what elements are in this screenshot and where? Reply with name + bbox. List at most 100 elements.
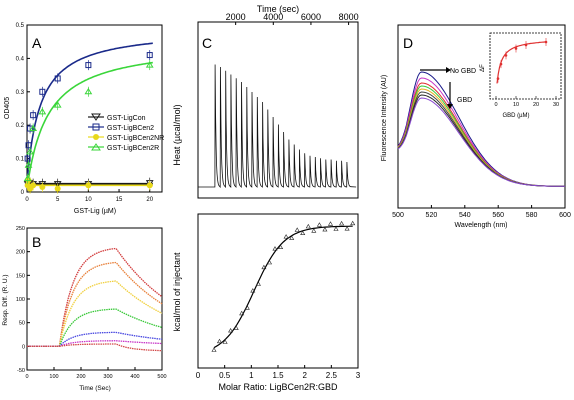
- y-tick-label: 0.2: [16, 123, 25, 129]
- panel-b-ylabel: Resp. Diff. (R. U.): [2, 274, 9, 325]
- spectrum-curve: [397, 94, 565, 187]
- sensorgram-curve: [27, 247, 163, 347]
- binding-point: [316, 222, 322, 227]
- sensorgram-curve: [27, 343, 162, 352]
- x-tick-label: 0: [25, 197, 29, 203]
- data-point: [24, 161, 33, 168]
- data-point: [54, 185, 61, 192]
- inset-curve: [496, 41, 548, 84]
- panel-b-y-ticks: -50 0 50 100 150 200 250: [16, 226, 30, 374]
- legend-marker-ligcon: [91, 113, 101, 121]
- legend-label-ligbcen2: GST-LigBCen2: [107, 125, 154, 132]
- data-point: [39, 88, 46, 95]
- binding-point: [333, 226, 339, 231]
- legend-label-ligbcen2r: GST-LigBCen2R: [107, 145, 159, 152]
- sensorgram-curve: [27, 261, 163, 347]
- panel-a: A 0 0.1 0.2 0.3 0.4 0.5 0 5 10 15 20 OD405 GST-Li…: [4, 23, 164, 215]
- inset-point: [504, 54, 508, 57]
- y-tick-label: 150: [16, 273, 25, 279]
- panel-b-frame: [26, 227, 163, 371]
- binding-point: [350, 220, 356, 226]
- inset-point: [496, 77, 500, 80]
- panel-d-spectra: [397, 71, 565, 187]
- panel-c-bottom-frame: [197, 213, 359, 369]
- sensorgram-curve: [27, 331, 163, 347]
- panel-a-points: [23, 50, 154, 194]
- annotation-no-gbd: No GBD: [450, 68, 476, 75]
- annotation-gbd: GBD: [457, 97, 472, 104]
- sensorgram-curve: [27, 308, 163, 347]
- y-tick-label: 0: [22, 344, 25, 350]
- x-tick-label: 560: [492, 212, 504, 219]
- binding-point: [327, 221, 334, 226]
- inset-points: [496, 38, 548, 83]
- inset-x-ticks: 0 10 20 30: [494, 96, 559, 108]
- data-point: [27, 125, 34, 132]
- panel-a-xlabel: GST-Lig (µM): [74, 208, 116, 215]
- legend-label-ligcon: GST-LigCon: [107, 115, 146, 122]
- binding-point: [266, 259, 273, 265]
- panel-d-ylabel: Fluorescence Intensity (AU): [381, 75, 388, 161]
- x-tick-label: 1.5: [272, 371, 284, 380]
- panel-c-binding-points: [211, 220, 356, 352]
- x-tick-label: 0: [196, 371, 201, 380]
- x-tick-label: 200: [76, 374, 85, 380]
- binding-point: [283, 234, 289, 239]
- y-tick-label: 250: [16, 226, 25, 232]
- x-tick-label: 520: [426, 212, 438, 219]
- panel-a-frame: [26, 24, 163, 193]
- legend-marker-ligbcen2nr: [93, 134, 99, 140]
- data-point: [146, 52, 153, 59]
- panel-c-thermogram: [198, 64, 357, 189]
- panel-d: D 500 520 540 560 580 600 Wavelength (nm) Flu…: [381, 24, 571, 229]
- x-tick-label: 6000: [301, 12, 321, 22]
- inset-ylabel: ΔF: [480, 64, 486, 72]
- binding-point: [272, 246, 278, 251]
- legend-marker-ligbcen2r: [91, 143, 101, 151]
- x-tick-label: 5: [56, 197, 60, 203]
- data-point: [29, 124, 38, 132]
- data-point: [84, 87, 93, 95]
- x-tick-label: 20: [146, 197, 153, 203]
- x-tick-label: 600: [559, 212, 571, 219]
- panel-b-sensorgrams: [27, 247, 163, 352]
- inset-x-tick-label: 30: [553, 102, 559, 108]
- inset-point: [499, 62, 503, 66]
- x-tick-label: 500: [392, 212, 404, 219]
- binding-point: [300, 230, 306, 235]
- binding-point: [250, 288, 256, 293]
- binding-point: [239, 310, 245, 316]
- panel-c-binding-fit: [213, 225, 353, 349]
- x-tick-label: 4000: [263, 12, 283, 22]
- panel-d-x-ticks: 500 520 540 560 580 600: [392, 205, 571, 219]
- panel-c-top-frame: [197, 21, 359, 199]
- y-tick-label: 0.1: [16, 157, 25, 163]
- data-point: [38, 107, 47, 115]
- y-tick-label: -50: [17, 368, 25, 374]
- x-tick-label: 400: [130, 374, 139, 380]
- data-point: [146, 182, 153, 189]
- binding-point: [311, 228, 317, 233]
- binding-point: [294, 227, 300, 232]
- y-tick-label: 200: [16, 250, 25, 256]
- panel-b-x-ticks: 0 100 200 300 400 500: [25, 367, 167, 380]
- panel-c-bottom-ylabel: kcal/mol of injectant: [172, 252, 182, 332]
- binding-point: [233, 325, 239, 330]
- panel-c-bottom-x-ticks: 0 0.5 1 1.5 2 2.5 3: [196, 365, 361, 380]
- panel-c-label: C: [202, 35, 212, 51]
- fit-curve-gst-ligbcen2: [26, 42, 153, 179]
- panel-c-top-xlabel: Time (sec): [257, 4, 299, 14]
- inset-x-tick-label: 20: [533, 102, 539, 108]
- inset-point: [544, 40, 548, 44]
- panel-c: C Time (sec) 2000 4000 6000 8000 Heat (µcal…: [172, 4, 361, 392]
- y-tick-label: 0.3: [16, 90, 25, 96]
- spectrum-curve: [397, 97, 565, 187]
- x-tick-label: 1: [249, 371, 254, 380]
- binding-point: [322, 226, 328, 232]
- sensorgram-curve: [27, 340, 162, 347]
- data-point: [26, 147, 34, 155]
- x-tick-label: 300: [103, 374, 112, 380]
- binding-point: [216, 338, 223, 344]
